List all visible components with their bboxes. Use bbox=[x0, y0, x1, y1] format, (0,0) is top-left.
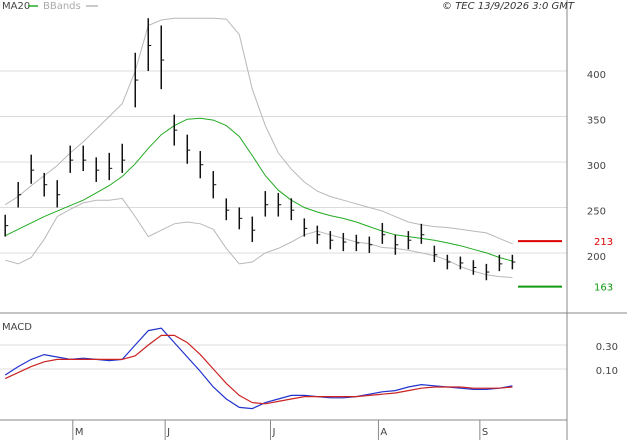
y-tick-label: 0.10 bbox=[596, 366, 618, 377]
y-tick-label: 0.30 bbox=[596, 342, 618, 353]
x-tick-label: M bbox=[75, 427, 84, 438]
legend-label: MA20 bbox=[2, 1, 30, 12]
copyright: © TEC 13/9/2026 3:0 GMT bbox=[442, 1, 575, 12]
level-label: 213 bbox=[594, 237, 613, 248]
y-tick-label: 250 bbox=[587, 206, 606, 217]
y-tick-label: 350 bbox=[587, 115, 606, 126]
band-line bbox=[4, 17, 513, 245]
y-tick-label: 400 bbox=[587, 70, 606, 81]
y-tick-label: 200 bbox=[587, 252, 606, 263]
grid-layer bbox=[0, 70, 567, 370]
legend-label: BBands bbox=[43, 1, 81, 12]
panel-title: MACD bbox=[2, 322, 32, 333]
x-tick-label: S bbox=[482, 427, 488, 438]
x-tick-label: J bbox=[271, 427, 275, 438]
band-line bbox=[5, 197, 513, 278]
ma-line bbox=[4, 117, 513, 262]
y-tick-label: 300 bbox=[587, 161, 606, 172]
macd-line bbox=[4, 334, 513, 405]
level-label: 163 bbox=[594, 283, 613, 294]
x-tick-label: A bbox=[380, 427, 387, 438]
x-tick-label: J bbox=[166, 427, 170, 438]
